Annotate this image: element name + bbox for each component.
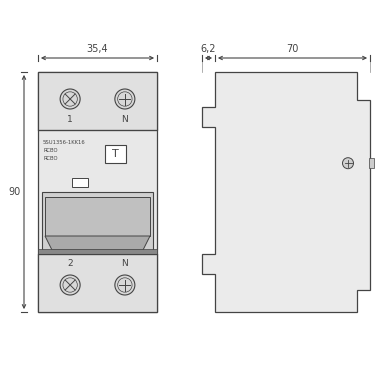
Circle shape bbox=[60, 275, 80, 295]
Polygon shape bbox=[45, 197, 150, 236]
Text: 70: 70 bbox=[286, 44, 299, 54]
FancyBboxPatch shape bbox=[105, 145, 126, 163]
Text: RCBO: RCBO bbox=[43, 156, 57, 161]
Text: N: N bbox=[122, 116, 128, 124]
Circle shape bbox=[115, 89, 135, 109]
Circle shape bbox=[115, 275, 135, 295]
Text: T: T bbox=[112, 149, 119, 159]
Polygon shape bbox=[38, 254, 157, 312]
Polygon shape bbox=[38, 72, 157, 130]
Text: 1: 1 bbox=[67, 116, 73, 124]
Text: RCBO: RCBO bbox=[43, 147, 57, 152]
Text: 6,2: 6,2 bbox=[201, 44, 216, 54]
Circle shape bbox=[343, 158, 353, 169]
Circle shape bbox=[60, 89, 80, 109]
Polygon shape bbox=[369, 158, 374, 168]
Polygon shape bbox=[38, 249, 157, 254]
Polygon shape bbox=[72, 177, 88, 186]
Text: 5SU1356-1KK16: 5SU1356-1KK16 bbox=[43, 139, 86, 144]
Text: 35,4: 35,4 bbox=[87, 44, 108, 54]
Polygon shape bbox=[202, 72, 370, 312]
Text: 90: 90 bbox=[9, 187, 21, 197]
Text: 2: 2 bbox=[67, 259, 73, 268]
Polygon shape bbox=[42, 192, 153, 250]
Polygon shape bbox=[45, 236, 150, 250]
Polygon shape bbox=[38, 72, 157, 312]
Text: N: N bbox=[122, 259, 128, 268]
